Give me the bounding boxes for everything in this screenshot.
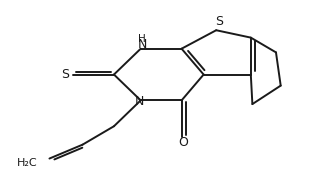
Text: S: S [61, 68, 69, 81]
Text: H: H [138, 33, 146, 44]
Text: N: N [137, 38, 147, 51]
Text: S: S [215, 15, 223, 28]
Text: H₂C: H₂C [17, 158, 38, 168]
Text: O: O [178, 136, 188, 149]
Text: N: N [134, 95, 144, 108]
